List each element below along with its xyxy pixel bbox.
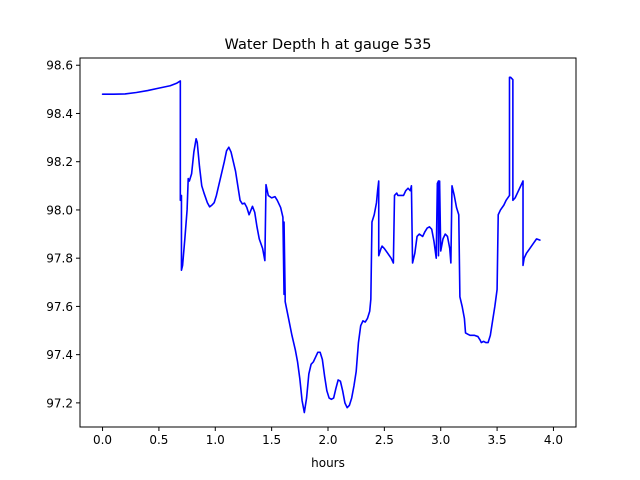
- y-axis: 97.2 97.4 97.6 97.8 98.0 98.2 98.4 98.6: [46, 59, 80, 410]
- x-axis-label: hours: [311, 456, 345, 470]
- y-tick-label: 97.2: [46, 396, 73, 410]
- y-tick-label: 98.0: [46, 203, 73, 217]
- x-tick-label: 1.5: [262, 433, 281, 447]
- x-tick-label: 0.5: [149, 433, 168, 447]
- x-tick-label: 4.0: [544, 433, 563, 447]
- x-axis: 0.0 0.5 1.0 1.5 2.0 2.5 3.0 3.5 4.0: [93, 427, 563, 447]
- plot-area: [101, 76, 541, 414]
- x-tick-label: 3.5: [488, 433, 507, 447]
- x-tick-label: 2.0: [318, 433, 337, 447]
- x-tick-label: 3.0: [431, 433, 450, 447]
- x-tick-label: 1.0: [206, 433, 225, 447]
- y-tick-label: 97.6: [46, 300, 73, 314]
- series-line-0: [101, 76, 541, 414]
- x-tick-label: 2.5: [375, 433, 394, 447]
- x-tick-label: 0.0: [93, 433, 112, 447]
- y-tick-label: 98.6: [46, 59, 73, 73]
- y-tick-label: 98.2: [46, 155, 73, 169]
- y-tick-label: 97.8: [46, 252, 73, 266]
- chart-title: Water Depth h at gauge 535: [225, 37, 432, 53]
- y-tick-label: 98.4: [46, 107, 73, 121]
- y-tick-label: 97.4: [46, 348, 73, 362]
